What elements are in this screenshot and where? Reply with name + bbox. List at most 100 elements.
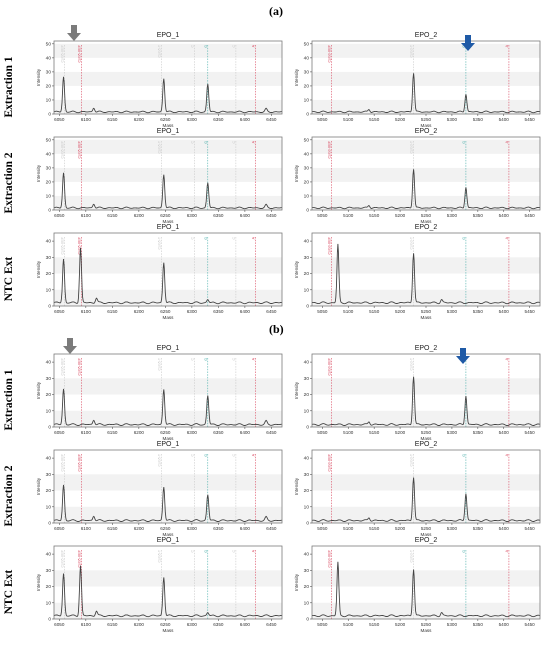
y-tick-label: 30 (304, 69, 310, 75)
x-tick-label: 5050 (317, 117, 328, 122)
x-tick-label: 5350 (473, 526, 484, 531)
marker-label: CpG3-T (410, 453, 414, 466)
x-tick-label: 6350 (213, 117, 224, 122)
marker-label: C (191, 550, 195, 553)
grid-band (312, 378, 540, 395)
x-tick-label: 6350 (213, 622, 224, 627)
spectrum-b-ntc-epo1: EPO_1 CpG5-UEP CpG5-UEP CpG5-T C G C A 0 10 20 30 40… (36, 537, 283, 633)
y-tick-label: 0 (306, 112, 309, 118)
x-tick-label: 5350 (473, 622, 484, 627)
y-tick-label: 20 (46, 392, 52, 398)
x-tick-label: 6450 (266, 213, 277, 218)
marker-label: G (462, 141, 466, 144)
x-tick-label: 6150 (107, 622, 118, 627)
spectrum-a-extraction1-epo1: EPO_1 CpG5-UEP CpG5-UEP CpG5-T C G C A 0 10 20 30 40… (36, 32, 283, 128)
grid-band (54, 570, 282, 587)
marker-label: CpG5-UEP (61, 357, 65, 375)
y-tick-label: 30 (46, 376, 52, 382)
chart-title: EPO_2 (415, 224, 438, 231)
grid-band (54, 195, 282, 210)
spectrum-trace (53, 484, 283, 522)
y-tick-label: 10 (304, 98, 310, 104)
marker-label: A (505, 357, 509, 360)
x-tick-label: 5300 (447, 622, 458, 627)
y-tick-label: 0 (306, 617, 309, 623)
y-tick-label: 30 (304, 165, 310, 171)
grid-band (54, 410, 282, 427)
x-tick-label: 6350 (213, 213, 224, 218)
x-tick-label: 5250 (421, 309, 432, 314)
marker-label: C (232, 454, 236, 457)
arrow-down-icon-blue-b (456, 348, 470, 364)
marker-label: CpG3-T (410, 357, 414, 370)
spectrum-b-extraction1-epo1: EPO_1 CpG5-UEP CpG5-UEP CpG5-T C G C A 0 10 20 30 40… (36, 345, 283, 441)
x-tick-label: 6300 (187, 309, 198, 314)
section-label-a: (a) (269, 4, 283, 18)
y-tick-label: 40 (304, 239, 310, 245)
x-tick-label: 6450 (266, 526, 277, 531)
spectrum-trace (53, 247, 283, 305)
x-tick-label: 6050 (54, 213, 65, 218)
y-tick-label: 20 (46, 584, 52, 590)
grid-band (312, 99, 540, 114)
y-tick-label: 10 (46, 194, 52, 200)
marker-label: A (251, 236, 255, 239)
x-tick-label: 5400 (499, 309, 510, 314)
marker-label: CpG5-UEP (61, 453, 65, 471)
y-tick-label: 10 (46, 600, 52, 606)
row-label-b-extraction-2: Extraction 2 (3, 465, 15, 527)
row-label-a-ntc-ext: NTC Ext (3, 256, 15, 302)
grid-band (312, 139, 540, 154)
row-label-b-extraction-1: Extraction 1 (3, 369, 15, 431)
x-tick-label: 6050 (54, 526, 65, 531)
grid-band (312, 570, 540, 587)
marker-label: A (505, 236, 509, 239)
x-tick-label: 5450 (525, 213, 536, 218)
x-axis-label: Mass (421, 532, 433, 537)
plot-frame (53, 353, 283, 428)
spectrum-b-ntc-epo2: EPO_2 CpG3-UEP CpG3-T G A 0 10 20 30 40 Intensity 5… (294, 537, 541, 633)
y-tick-label: 10 (46, 408, 52, 414)
y-axis-label: Intensity (294, 477, 299, 495)
y-tick-label: 20 (46, 180, 52, 186)
x-axis-label: Mass (421, 123, 433, 128)
marker-label: A (251, 549, 255, 552)
x-tick-label: 5400 (499, 622, 510, 627)
chart-title: EPO_1 (157, 345, 180, 352)
x-tick-label: 5250 (421, 526, 432, 531)
x-tick-label: 5100 (343, 430, 354, 435)
marker-label: CpG5-UEP (78, 453, 82, 471)
marker-label: C (232, 45, 236, 48)
x-axis-label: Mass (421, 219, 433, 224)
y-tick-label: 0 (48, 521, 51, 527)
x-tick-label: 5200 (395, 430, 406, 435)
marker-label: C (191, 141, 195, 144)
y-tick-label: 0 (48, 304, 51, 310)
x-tick-label: 5350 (473, 117, 484, 122)
y-tick-label: 40 (304, 55, 310, 61)
x-tick-label: 5400 (499, 213, 510, 218)
marker-label: CpG3-UEP (328, 453, 332, 471)
grid-band (312, 289, 540, 306)
x-tick-label: 5250 (421, 430, 432, 435)
x-tick-label: 6300 (187, 213, 198, 218)
y-tick-label: 20 (46, 84, 52, 90)
grid-band (54, 289, 282, 306)
marker-label: G (462, 454, 466, 457)
x-tick-label: 6050 (54, 622, 65, 627)
x-tick-label: 5350 (473, 309, 484, 314)
x-tick-label: 5450 (525, 117, 536, 122)
x-tick-label: 6250 (160, 526, 171, 531)
grid-band (312, 167, 540, 182)
grid-band (54, 474, 282, 491)
spectrum-trace (311, 376, 541, 426)
spectrum-trace (53, 172, 283, 210)
x-tick-label: 5450 (525, 526, 536, 531)
grid-band (54, 139, 282, 154)
x-tick-label: 6100 (81, 309, 92, 314)
x-tick-label: 6200 (134, 622, 145, 627)
grid-band (54, 167, 282, 182)
spectrum-trace (53, 388, 283, 426)
x-tick-label: 6400 (240, 430, 251, 435)
x-tick-label: 6200 (134, 309, 145, 314)
